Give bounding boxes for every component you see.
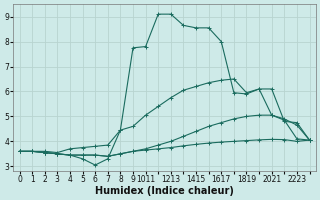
X-axis label: Humidex (Indice chaleur): Humidex (Indice chaleur) bbox=[95, 186, 234, 196]
